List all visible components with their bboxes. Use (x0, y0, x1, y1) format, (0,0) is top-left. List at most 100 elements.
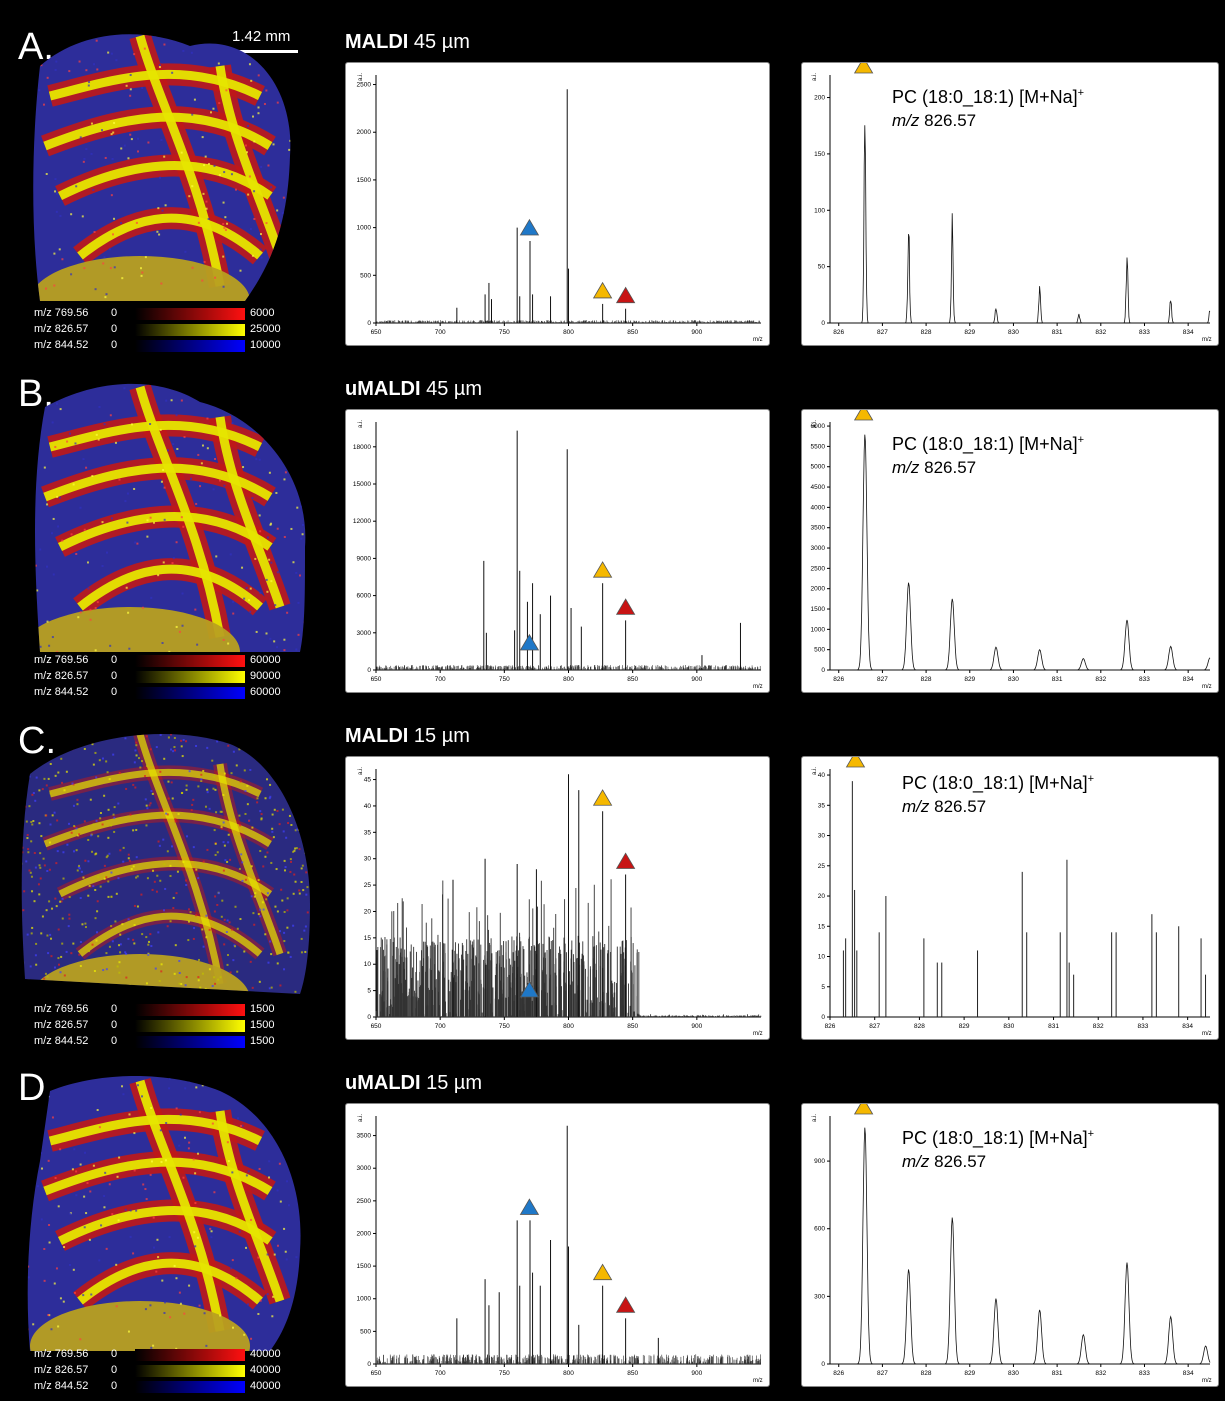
blue-triangle-marker (520, 635, 538, 650)
pixel-speckle (181, 152, 183, 154)
legend-max: 1500 (250, 1035, 274, 1047)
pixel-speckle (110, 999, 112, 1001)
pixel-speckle (280, 410, 282, 412)
pixel-speckle (101, 129, 103, 131)
pixel-speckle (134, 787, 136, 789)
pixel-speckle (286, 927, 288, 929)
legend-max: 6000 (250, 307, 274, 319)
pixel-speckle (177, 732, 179, 734)
pixel-speckle (90, 1293, 92, 1295)
pixel-speckle (279, 930, 281, 932)
pixel-speckle (84, 860, 86, 862)
pixel-speckle (52, 983, 54, 985)
pixel-speckle (173, 746, 175, 748)
y-tick-label: 1000 (811, 626, 826, 633)
pixel-speckle (227, 643, 229, 645)
y-tick-label: 6000 (811, 423, 826, 430)
pixel-speckle (127, 938, 129, 940)
pixel-speckle (35, 954, 37, 956)
pixel-speckle (30, 725, 32, 727)
pixel-speckle (55, 862, 57, 864)
pixel-speckle (153, 522, 155, 524)
pixel-speckle (77, 869, 79, 871)
pixel-speckle (231, 929, 233, 931)
pixel-speckle (224, 773, 226, 775)
pixel-speckle (99, 817, 101, 819)
x-tick-label: 800 (563, 1023, 574, 1030)
pixel-speckle (135, 829, 137, 831)
pixel-speckle (163, 863, 165, 865)
pixel-speckle (216, 904, 218, 906)
pixel-speckle (307, 848, 309, 850)
legend-min: 0 (111, 1035, 117, 1047)
red-triangle-marker (617, 287, 635, 302)
pixel-speckle (220, 397, 222, 399)
pixel-speckle (157, 1256, 159, 1258)
x-tick-label: 831 (1052, 329, 1063, 336)
pixel-speckle (39, 852, 41, 854)
pixel-speckle (230, 971, 232, 973)
x-tick-label: 750 (499, 676, 510, 683)
pixel-speckle (301, 420, 303, 422)
pixel-speckle (304, 1248, 306, 1250)
legend-mz-label: m/z 769.56 (34, 307, 88, 319)
pixel-speckle (294, 147, 296, 149)
pixel-speckle (248, 599, 250, 601)
pixel-speckle (121, 1085, 123, 1087)
pixel-speckle (277, 528, 279, 530)
pixel-speckle (283, 1228, 285, 1230)
pixel-speckle (133, 488, 135, 490)
yellow-triangle-marker (594, 1264, 612, 1279)
pixel-speckle (132, 784, 134, 786)
y-tick-label: 0 (367, 1014, 371, 1021)
pixel-speckle (197, 454, 199, 456)
pixel-speckle (41, 747, 43, 749)
pixel-speckle (191, 804, 193, 806)
pixel-speckle (185, 740, 187, 742)
pixel-speckle (118, 944, 120, 946)
pixel-speckle (75, 553, 77, 555)
pixel-speckle (239, 824, 241, 826)
pixel-speckle (95, 853, 97, 855)
pixel-speckle (221, 916, 223, 918)
pixel-speckle (293, 70, 295, 72)
pixel-speckle (302, 992, 304, 994)
pixel-speckle (201, 928, 203, 930)
pixel-speckle (31, 890, 33, 892)
pixel-speckle (238, 748, 240, 750)
pixel-speckle (210, 1236, 212, 1238)
pixel-speckle (53, 573, 55, 575)
pixel-speckle (283, 639, 285, 641)
y-tick-label: 40 (364, 803, 372, 810)
x-tick-label: 831 (1052, 676, 1063, 683)
pixel-speckle (241, 861, 243, 863)
pixel-speckle (127, 493, 129, 495)
pixel-speckle (25, 516, 27, 518)
pixel-speckle (266, 632, 268, 634)
pixel-speckle (72, 985, 74, 987)
pixel-speckle (34, 800, 36, 802)
pixel-speckle (119, 849, 121, 851)
pixel-speckle (144, 775, 146, 777)
pixel-speckle (279, 823, 281, 825)
legend-mz-label: m/z 826.57 (34, 1364, 88, 1376)
x-tick-label: 828 (914, 1023, 925, 1030)
pixel-speckle (207, 990, 209, 992)
y-axis-label: a.i. (358, 767, 364, 775)
pixel-speckle (96, 434, 98, 436)
pixel-speckle (245, 1247, 247, 1249)
pixel-speckle (109, 248, 111, 250)
pixel-speckle (23, 116, 25, 118)
x-tick-label: 800 (563, 329, 574, 336)
pixel-speckle (75, 1170, 77, 1172)
pixel-speckle (42, 788, 44, 790)
pixel-speckle (22, 97, 24, 99)
pixel-speckle (146, 536, 148, 538)
pixel-speckle (267, 164, 269, 166)
pixel-speckle (213, 976, 215, 978)
pixel-speckle (102, 757, 104, 759)
pixel-speckle (106, 552, 108, 554)
pixel-speckle (253, 190, 255, 192)
pixel-speckle (25, 1321, 27, 1323)
